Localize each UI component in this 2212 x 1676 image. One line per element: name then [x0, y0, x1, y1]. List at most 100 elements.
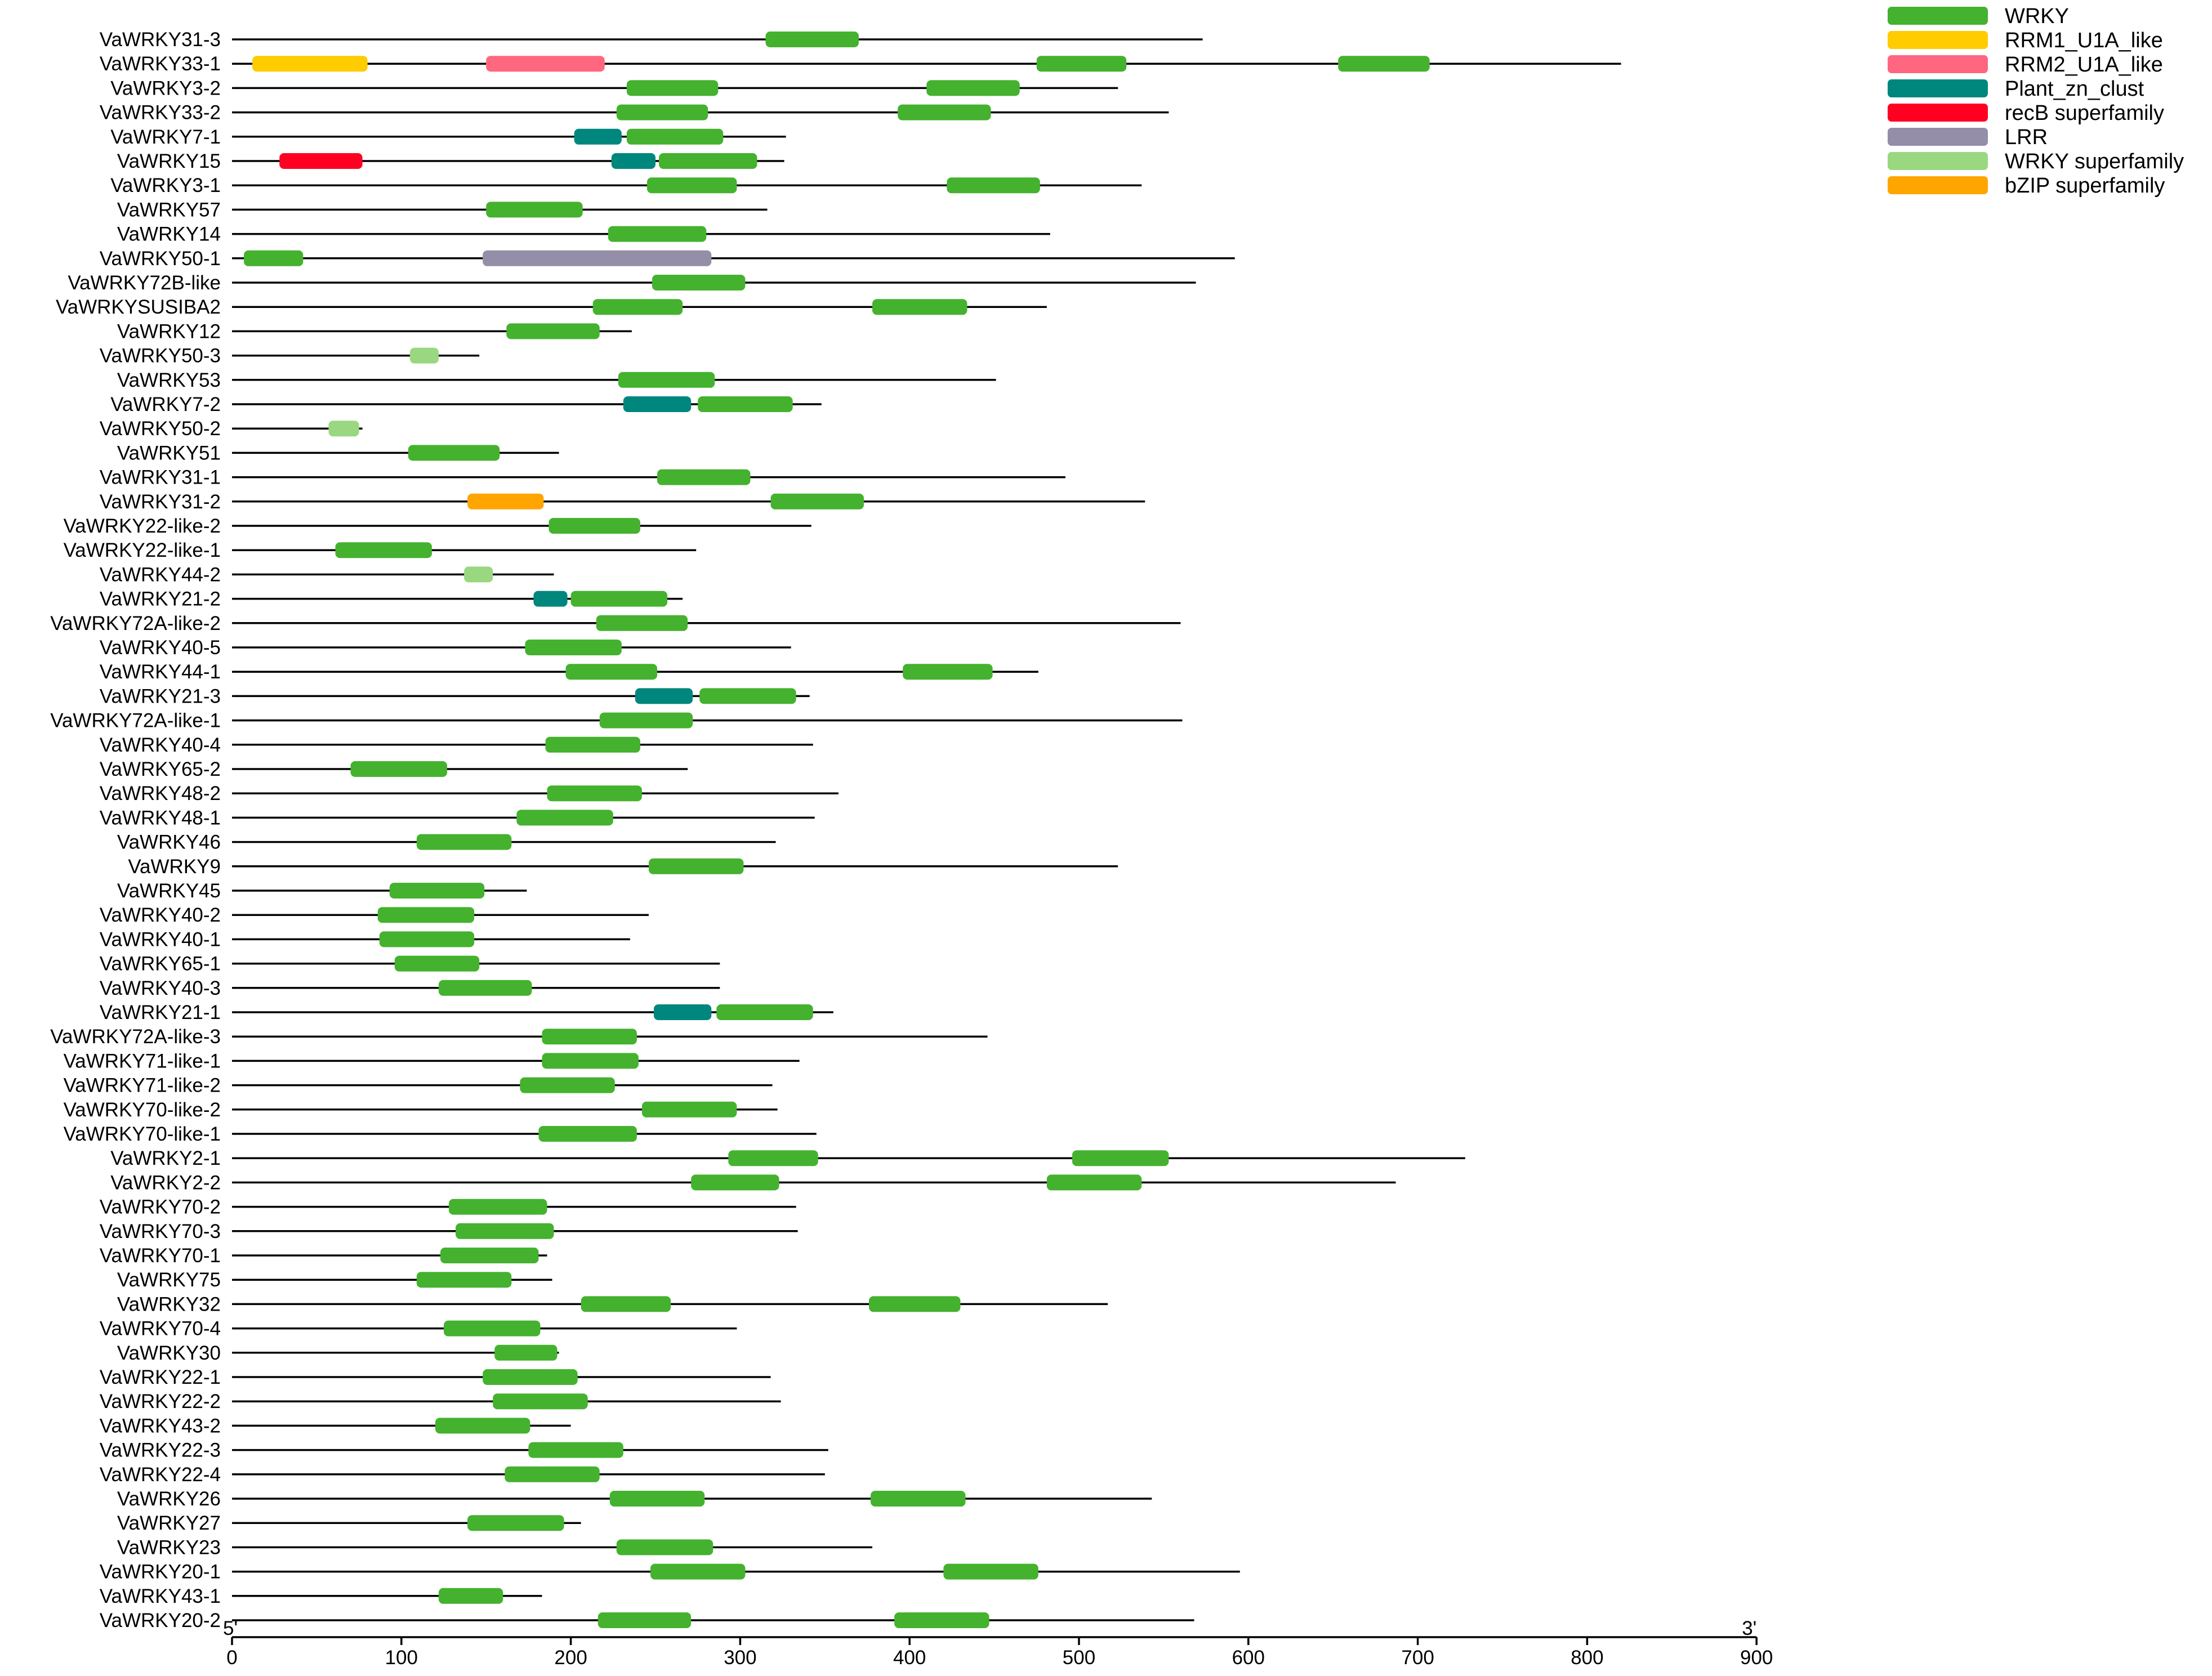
- protein-row: VaWRKY53: [117, 369, 996, 391]
- protein-row: VaWRKY26: [117, 1488, 1152, 1510]
- wrky-domain: [626, 80, 719, 96]
- wrky-domain: [538, 1126, 637, 1142]
- wrky-domain: [599, 712, 693, 728]
- protein-label: VaWRKY3-2: [110, 77, 221, 99]
- protein-label: VaWRKY23: [117, 1536, 221, 1558]
- wrky-domain: [244, 250, 304, 266]
- protein-row: VaWRKY72A-like-3: [50, 1026, 988, 1048]
- protein-label: VaWRKY70-like-1: [64, 1123, 221, 1145]
- protein-row: VaWRKY65-2: [100, 758, 688, 780]
- wrky-domain: [691, 1174, 779, 1191]
- wrky-domain: [648, 858, 744, 874]
- wrky-domain: [408, 445, 500, 461]
- rrm2-u1a-like-domain: [486, 56, 605, 72]
- x-tick-label: 900: [1740, 1647, 1773, 1669]
- wrky-domain: [456, 1223, 554, 1239]
- protein-row: VaWRKY57: [117, 199, 768, 221]
- legend-label: RRM2_U1A_like: [2005, 53, 2163, 77]
- protein-row: VaWRKY48-1: [100, 807, 815, 829]
- wrky-domain: [438, 1588, 503, 1604]
- protein-label: VaWRKY20-2: [100, 1610, 221, 1632]
- protein-row: VaWRKY40-3: [100, 977, 720, 999]
- protein-row: VaWRKY33-2: [100, 102, 1169, 124]
- plant-zn-clust-domain: [623, 396, 692, 412]
- protein-row: VaWRKY33-1: [100, 53, 1621, 75]
- wrky-domain: [467, 1515, 564, 1531]
- protein-label: VaWRKY43-1: [100, 1585, 221, 1607]
- wrky-domain: [440, 1248, 539, 1263]
- wrky-domain: [626, 128, 724, 145]
- protein-label: VaWRKY26: [117, 1488, 221, 1510]
- protein-row: VaWRKY65-1: [100, 953, 720, 975]
- wrky-domain: [699, 688, 796, 704]
- wrky-domain: [438, 980, 532, 996]
- protein-label: VaWRKY48-2: [100, 783, 221, 805]
- protein-label: VaWRKY65-2: [100, 758, 221, 780]
- wrky-domain: [947, 177, 1040, 194]
- wrky-domain: [1072, 1150, 1169, 1167]
- wrky-domain: [596, 615, 688, 631]
- protein-label: VaWRKY72A-like-3: [50, 1026, 221, 1048]
- protein-label: VaWRKY45: [117, 880, 221, 902]
- plant-zn-clust-domain: [533, 591, 568, 607]
- wrky-domain: [659, 153, 757, 169]
- legend-label: bZIP superfamily: [2005, 174, 2165, 198]
- wrky-domain: [616, 1539, 713, 1556]
- wrky-domain: [650, 1563, 746, 1580]
- protein-row: VaWRKY45: [117, 880, 527, 902]
- wrky-domain: [871, 1491, 966, 1507]
- legend-item: RRM2_U1A_like: [1888, 53, 2163, 77]
- protein-row: VaWRKY2-2: [110, 1172, 1396, 1194]
- wrky-domain: [435, 1418, 530, 1434]
- protein-label: VaWRKY2-1: [110, 1147, 221, 1169]
- wrky-superfamily-domain: [409, 347, 439, 364]
- protein-row: VaWRKY40-5: [100, 637, 791, 659]
- protein-row: VaWRKY2-1: [110, 1147, 1465, 1169]
- protein-label: VaWRKY70-like-2: [64, 1099, 221, 1121]
- protein-row: VaWRKY40-4: [100, 734, 813, 756]
- legend-swatch: [1888, 55, 1988, 73]
- x-tick-label: 400: [893, 1647, 926, 1669]
- wrky-domain: [581, 1296, 671, 1312]
- protein-label: VaWRKY71-like-1: [64, 1050, 221, 1072]
- protein-label: VaWRKY40-4: [100, 734, 221, 756]
- legend-swatch: [1888, 104, 1988, 122]
- plant-zn-clust-domain: [574, 128, 622, 145]
- protein-row: VaWRKY40-2: [100, 904, 649, 926]
- protein-label: VaWRKY72A-like-1: [50, 710, 221, 732]
- protein-row: VaWRKY30: [117, 1342, 559, 1364]
- wrky-domain: [1036, 56, 1127, 72]
- legend-item: bZIP superfamily: [1888, 174, 2165, 198]
- protein-row: VaWRKY22-3: [100, 1440, 828, 1462]
- protein-row: VaWRKY22-like-1: [64, 539, 697, 561]
- protein-row: VaWRKY22-2: [100, 1391, 781, 1413]
- protein-row: VaWRKY46: [117, 832, 776, 853]
- protein-label: VaWRKY50-3: [100, 345, 221, 367]
- x-tick-label: 500: [1063, 1647, 1095, 1669]
- wrky-domain: [903, 664, 993, 680]
- plant-zn-clust-domain: [653, 1004, 712, 1020]
- wrky-domain: [444, 1320, 541, 1337]
- wrky-domain: [505, 1466, 600, 1482]
- protein-label: VaWRKY22-1: [100, 1366, 221, 1388]
- wrky-domain: [716, 1004, 813, 1020]
- protein-row: VaWRKY44-2: [100, 564, 554, 586]
- protein-label: VaWRKY40-2: [100, 904, 221, 926]
- protein-row: VaWRKY12: [117, 320, 632, 342]
- wrky-domain: [516, 810, 613, 826]
- wrky-domain: [494, 1344, 558, 1361]
- protein-row: VaWRKY23: [117, 1536, 873, 1558]
- legend-item: LRR: [1888, 126, 2048, 149]
- protein-label: VaWRKY12: [117, 320, 221, 342]
- protein-row: VaWRKY48-2: [100, 783, 839, 805]
- three-prime-label: 3': [1742, 1617, 1756, 1639]
- protein-row: VaWRKY72A-like-2: [50, 613, 1181, 634]
- wrky-domain: [765, 32, 859, 47]
- wrky-domain: [335, 542, 432, 558]
- protein-label: VaWRKY70-4: [100, 1318, 221, 1340]
- protein-label: VaWRKY21-2: [100, 588, 221, 610]
- wrky-domain: [641, 1101, 737, 1118]
- protein-label: VaWRKY21-1: [100, 1002, 221, 1024]
- protein-row: VaWRKY21-3: [100, 685, 810, 707]
- protein-label: VaWRKY15: [117, 150, 221, 172]
